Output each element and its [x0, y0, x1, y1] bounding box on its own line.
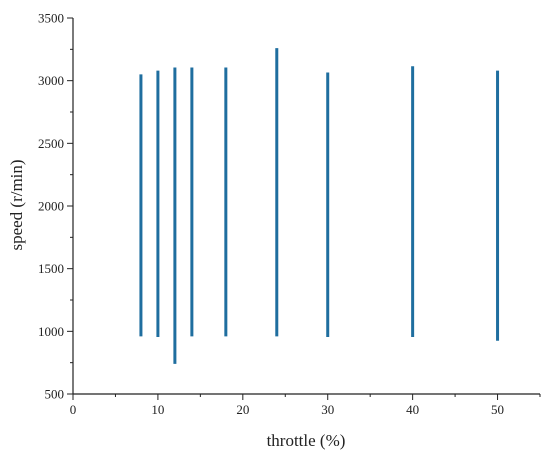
x-axis-label: throttle (%): [267, 431, 346, 450]
y-tick-label: 1500: [38, 261, 64, 276]
x-tick-label: 0: [70, 402, 77, 417]
y-tick-label: 3000: [38, 73, 64, 88]
y-tick-label: 2500: [38, 136, 64, 151]
y-tick-label: 500: [45, 387, 65, 402]
x-tick-label: 40: [406, 402, 419, 417]
x-tick-label: 10: [151, 402, 164, 417]
ticks: 0 10 20 30 40 50 500 1000 1500 2000 2500 3000 3500: [38, 11, 541, 417]
y-tick-label: 2000: [38, 199, 64, 214]
data-marks: [139, 48, 500, 364]
axes: [72, 18, 540, 395]
x-tick-label: 30: [321, 402, 334, 417]
x-tick-label: 20: [236, 402, 249, 417]
y-tick-label: 3500: [38, 11, 64, 26]
y-axis-label: speed (r/min): [7, 159, 26, 250]
x-tick-label: 50: [491, 402, 504, 417]
y-tick-label: 1000: [38, 324, 64, 339]
